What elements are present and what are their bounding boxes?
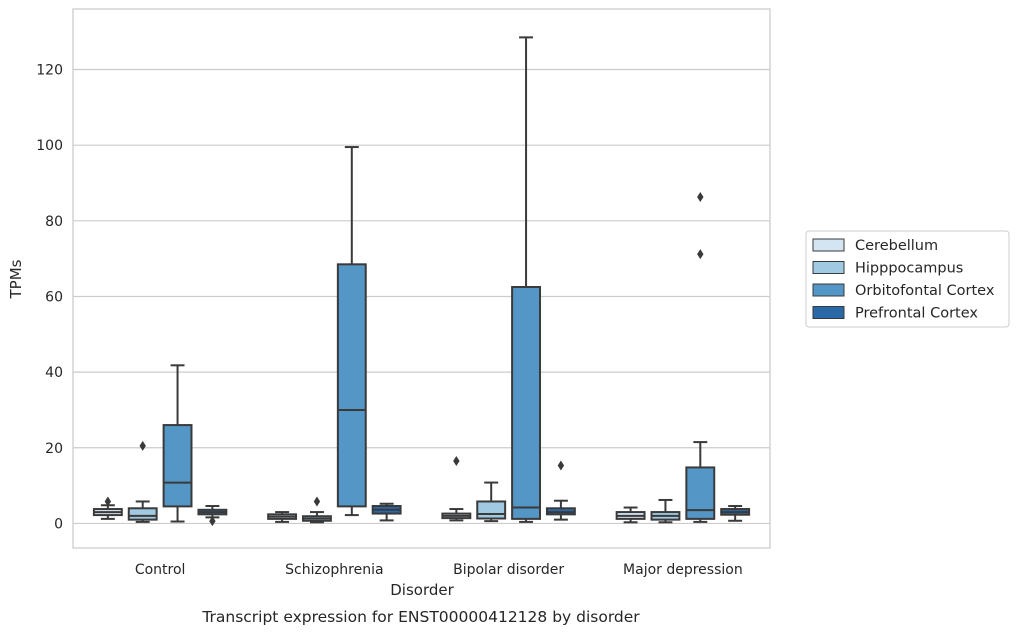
y-tick-label: 40 [45, 365, 63, 381]
outlier-marker [139, 440, 146, 451]
box-prefrontal-cortex-2 [545, 460, 576, 521]
legend-swatch [812, 238, 845, 252]
y-tick-label: 100 [36, 138, 63, 154]
y-tick-label: 20 [45, 441, 63, 457]
outlier-marker [209, 516, 216, 527]
legend: Cerebellum Hipppocampus Orbitofontal Corte… [805, 230, 1010, 328]
legend-label: Orbitofontal Cortex [855, 283, 995, 299]
legend-label: Hipppocampus [855, 261, 963, 277]
legend-swatch [812, 261, 845, 274]
box-iqr [476, 500, 507, 520]
x-tick-label: Bipolar disorder [453, 562, 564, 578]
box-hipppocampus-0 [127, 440, 158, 523]
y-tick-label: 120 [36, 63, 63, 79]
y-tick-label: 0 [54, 516, 63, 532]
x-axis-label: Disorder [390, 581, 454, 599]
box-orbitofontal-cortex-2 [511, 36, 541, 523]
box-iqr [511, 286, 541, 520]
box-orbitofontal-cortex-1 [336, 146, 367, 517]
box-cerebellum-3 [615, 506, 646, 524]
x-tick-labels: Control Schizophrenia Bipolar disorder Majo… [135, 562, 743, 578]
outlier-marker [557, 460, 565, 471]
outlier-marker [697, 191, 704, 202]
box-prefrontal-cortex-1 [371, 502, 402, 522]
box-iqr [162, 424, 193, 508]
x-tick-label: Control [135, 562, 186, 578]
y-tick-labels: 0 20 40 60 80 100 120 [36, 63, 63, 533]
chart-caption: Transcript expression for ENST0000041212… [201, 608, 640, 626]
box-iqr [127, 507, 158, 521]
legend-items: Cerebellum Hipppocampus Orbitofontal Corte… [812, 238, 995, 322]
y-tick-label: 80 [45, 214, 63, 230]
box-prefrontal-cortex-0 [197, 505, 228, 527]
box-cerebellum-2 [441, 456, 472, 522]
box-orbitofontal-cortex-3 [685, 191, 716, 523]
box-hipppocampus-3 [650, 498, 681, 524]
legend-frame [805, 230, 1010, 328]
box-cerebellum-0 [92, 496, 123, 520]
outlier-marker [104, 496, 112, 507]
y-tick-label: 60 [45, 289, 63, 305]
x-tick-label: Schizophrenia [285, 562, 383, 578]
box-iqr [336, 263, 367, 508]
box-cerebellum-1 [267, 511, 298, 523]
outlier-marker [697, 249, 704, 260]
outlier-marker [453, 456, 460, 467]
outlier-marker [313, 496, 321, 507]
legend-swatch [812, 283, 845, 297]
legend-label: Cerebellum [855, 238, 938, 254]
legend-label: Prefrontal Cortex [855, 306, 978, 322]
legend-swatch [812, 306, 845, 319]
box-prefrontal-cortex-3 [720, 505, 751, 522]
boxes-layer [92, 36, 751, 527]
y-axis-label: TPMs [7, 259, 25, 299]
x-tick-label: Major depression [623, 562, 743, 578]
plot-frame [72, 8, 771, 549]
box-hipppocampus-1 [302, 496, 332, 524]
box-orbitofontal-cortex-0 [162, 364, 193, 523]
box-hipppocampus-2 [476, 481, 507, 523]
